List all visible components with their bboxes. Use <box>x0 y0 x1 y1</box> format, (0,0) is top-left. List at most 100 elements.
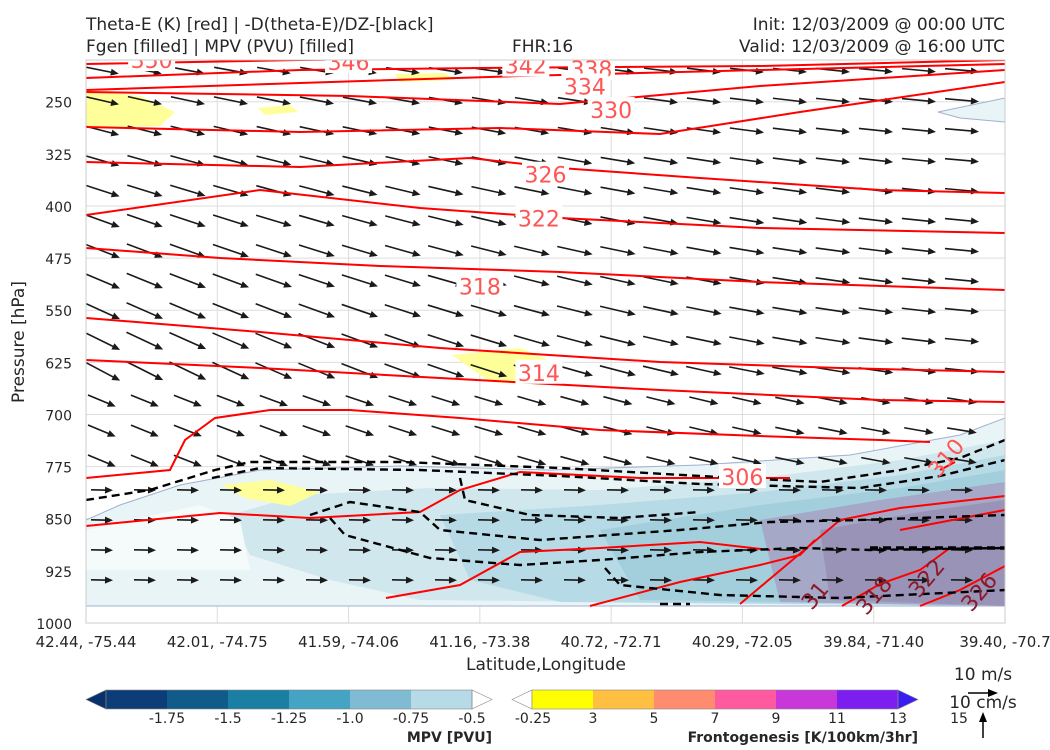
contour-label-bg <box>515 359 563 384</box>
wind-vector-head <box>841 157 851 165</box>
wind-vector-head <box>326 341 336 349</box>
theta-e-contour-label: 342 <box>505 55 547 80</box>
wind-vector <box>513 275 547 285</box>
wind-vector <box>944 337 976 343</box>
theta-e-contour <box>86 317 1005 373</box>
wind-vector <box>557 186 589 194</box>
wind-vector-head <box>626 188 636 196</box>
wind-vector <box>643 186 675 194</box>
wind-vector-head <box>497 128 507 136</box>
wind-vector <box>818 426 844 434</box>
wind-vector-head <box>240 342 250 349</box>
wind-vector-head <box>927 97 936 105</box>
wind-vector-head <box>236 399 245 407</box>
wind-vector <box>127 95 159 105</box>
wind-vector-head <box>841 97 850 105</box>
wind-vector-head <box>451 459 461 467</box>
x-tick-label: 40.29, -72.05 <box>692 633 793 651</box>
wind-vector <box>772 157 804 163</box>
wind-vector-head <box>233 486 242 494</box>
wind-vector-head <box>577 486 586 494</box>
wind-vector-head <box>190 516 199 524</box>
wind-vector-head <box>283 372 293 379</box>
wind-vector-head <box>970 217 980 225</box>
wind-vector <box>169 214 203 226</box>
wind-vector-head <box>369 310 379 318</box>
wind-vector <box>299 185 331 195</box>
contour-label-bg <box>718 464 766 489</box>
wind-vector-head <box>368 189 378 197</box>
wind-vector <box>427 333 461 347</box>
wind-vector-head <box>104 486 113 494</box>
wind-vector-head <box>713 308 722 316</box>
wind-vector <box>944 277 976 283</box>
wind-vector <box>901 337 933 343</box>
wind-vector <box>815 277 847 283</box>
wind-vector-head <box>111 251 120 259</box>
wind-vector <box>600 245 632 255</box>
wind-vector <box>861 426 887 434</box>
wind-vector <box>517 425 543 435</box>
wind-vector-head <box>792 486 801 494</box>
wind-vector-head <box>755 67 764 75</box>
mpv-colorbar-tick: -1.0 <box>336 711 363 727</box>
wind-vector-head <box>541 249 550 257</box>
wind-vector-head <box>927 247 937 255</box>
theta-e-contour-label: 350 <box>131 49 173 74</box>
wind-vector-head <box>884 308 894 315</box>
wind-vector-head <box>153 99 162 106</box>
wind-vector-head <box>196 98 206 106</box>
contour-label-bg <box>561 73 609 98</box>
theta-e-contour-label: 334 <box>564 75 606 100</box>
wind-vector <box>944 127 976 133</box>
wind-vector <box>732 426 758 434</box>
wind-vector-head <box>878 516 887 524</box>
fgen-fill-2 <box>258 105 298 115</box>
wind-vector-head <box>541 340 550 347</box>
wind-vector-head <box>362 546 371 554</box>
y-tick-label: 925 <box>45 565 72 581</box>
wind-vector-head <box>154 220 163 228</box>
wind-vector-head <box>455 249 464 257</box>
title-left-line1: Theta-E (K) [red] | -D(theta-E)/DZ-[blac… <box>86 15 434 35</box>
wind-vector-head <box>796 398 805 406</box>
wind-vector-head <box>839 398 848 406</box>
wind-vector-head <box>584 279 593 287</box>
wind-vector <box>384 274 418 286</box>
wind-vector-head <box>580 399 590 406</box>
wind-vector <box>560 395 586 405</box>
title-left-line2: Fgen [filled] | MPV (PVU) [filled] <box>86 37 355 57</box>
mpv-colorbar-swatch <box>350 690 412 709</box>
wind-vector <box>384 244 418 256</box>
wind-vector-head <box>190 486 199 494</box>
wind-vector <box>643 126 675 134</box>
wind-vector-head <box>712 97 722 105</box>
wind-vector <box>513 304 547 316</box>
wind-vector <box>302 424 328 436</box>
wind-vector-head <box>110 190 120 198</box>
wind-vector <box>772 97 804 103</box>
wind-vector-head <box>798 188 808 196</box>
wind-vector <box>384 363 418 377</box>
wind-vector <box>255 243 289 257</box>
wind-vector <box>130 454 156 466</box>
wind-vector <box>775 396 801 404</box>
fgen-colorbar-tick: 9 <box>772 711 781 727</box>
wind-vector-head <box>756 308 765 316</box>
mpv-colorbar-tick: -1.75 <box>149 711 185 727</box>
wind-vector-head <box>749 576 758 584</box>
wind-vector-head <box>197 312 207 319</box>
wind-vector-head <box>153 190 163 198</box>
wind-vector-head <box>669 188 679 196</box>
wind-vector-head <box>104 576 113 584</box>
wind-vector <box>385 155 417 165</box>
wind-vector-head <box>798 97 807 105</box>
wind-vector-head <box>362 516 371 524</box>
wind-vector <box>772 306 804 314</box>
wind-vector <box>169 302 203 318</box>
fgen-colorbar-label: Frontogenesis [K/100km/3hr] <box>688 730 918 746</box>
wind-vector <box>815 127 847 133</box>
wind-vector <box>514 186 546 194</box>
wind-vector-head <box>968 457 977 465</box>
wind-vector <box>87 394 113 406</box>
